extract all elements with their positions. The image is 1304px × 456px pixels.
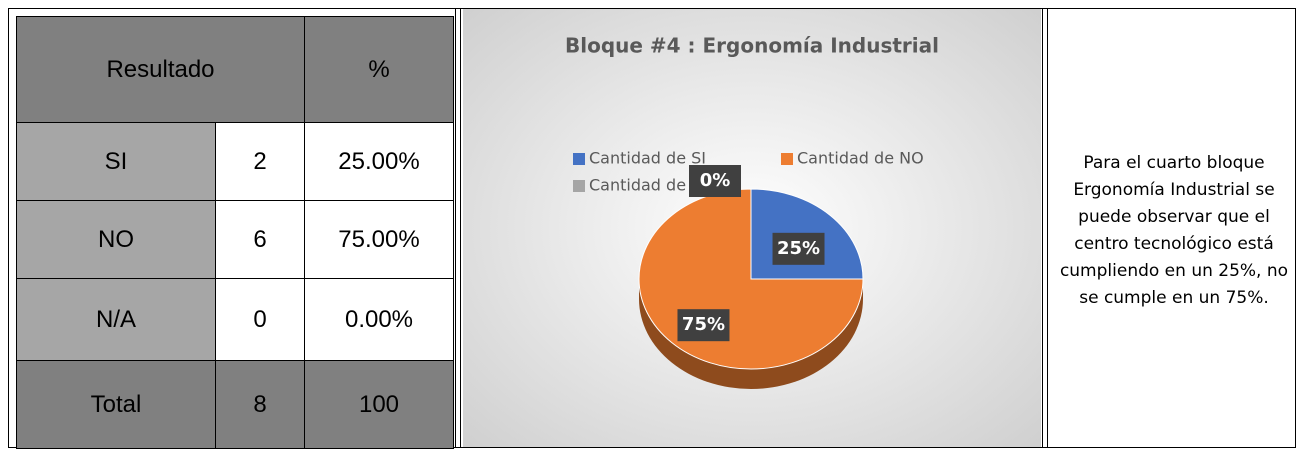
header-cell: %: [304, 16, 454, 123]
legend-label: Cantidad de SI: [589, 149, 706, 168]
chart: Bloque #4 : Ergonomía Industrial Cantida…: [463, 9, 1041, 447]
percent-cell: 100: [304, 360, 454, 449]
pie-side: [639, 279, 863, 389]
percent-cell: 75.00%: [304, 200, 454, 279]
count-cell: 0: [215, 278, 305, 361]
data-label: 75%: [682, 314, 725, 335]
count-cell: 2: [215, 122, 305, 201]
percent-cell: 0.00%: [304, 278, 454, 361]
percent-cell: 25.00%: [304, 122, 454, 201]
divider: [1042, 8, 1048, 448]
legend-label: Cantidad de N/A: [589, 176, 719, 195]
result-table: Resultado% SI 2 25.00% NO 6 75.00% N/A 0 0.00%…: [16, 16, 454, 449]
data-label: 0%: [700, 170, 731, 191]
count-cell: 6: [215, 200, 305, 279]
header-cell: Resultado: [16, 16, 305, 123]
label-box: [772, 232, 825, 265]
label-box: [689, 165, 741, 197]
label-cell: N/A: [16, 278, 216, 361]
outer-frame: [8, 8, 1296, 448]
legend-swatch: [573, 153, 585, 165]
data-label: 25%: [777, 238, 820, 259]
legend-swatch: [781, 153, 793, 165]
label-cell: NO: [16, 200, 216, 279]
legend-swatch: [573, 180, 585, 192]
description: Para el cuarto bloque Ergonomía Industri…: [1059, 153, 1289, 308]
legend-label: Cantidad de NO: [797, 149, 924, 168]
label-cell: Total: [16, 360, 216, 449]
chart-title: Bloque #4 : Ergonomía Industrial: [565, 34, 939, 58]
count-cell: 8: [215, 360, 305, 449]
divider: [455, 8, 461, 448]
label-box: [677, 309, 730, 342]
label-cell: SI: [16, 122, 216, 201]
